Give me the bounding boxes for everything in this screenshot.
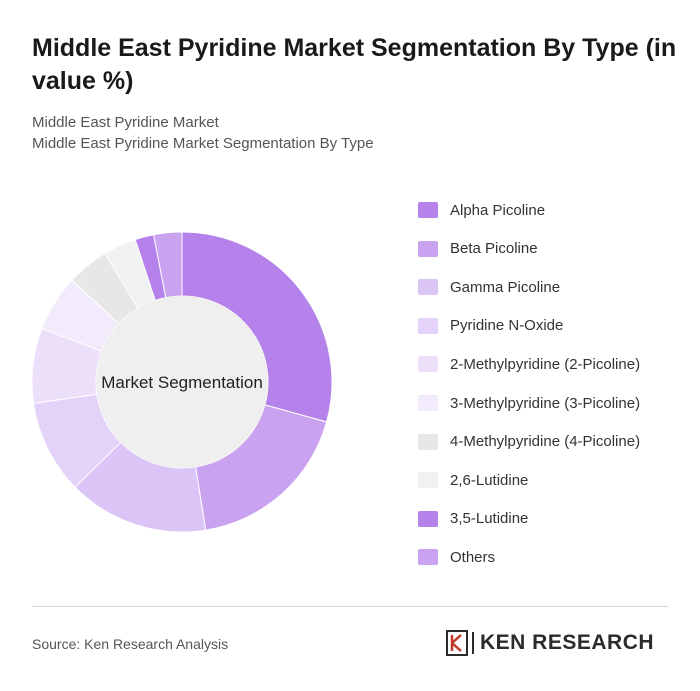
legend-item: Others [418,545,495,569]
chart-title: Middle East Pyridine Market Segmentation… [32,34,677,95]
legend-swatch [418,395,438,411]
legend-label: Gamma Picoline [450,278,561,296]
legend-swatch [418,279,438,296]
legend-swatch [418,510,438,527]
legend-label: 3-Methylpyridine (3-Picoline) [450,394,641,412]
legend-label: Pyridine N-Oxide [450,317,564,335]
legend-label: 4-Methylpyridine (4-Picoline) [450,433,641,451]
ken-logo-icon [446,630,468,656]
legend-swatch [418,472,438,489]
legend-item: 3,5-Lutidine [418,507,528,531]
legend-label: Others [450,548,496,566]
legend-swatch [418,202,438,218]
legend-item: Gamma Picoline [418,275,560,299]
legend-item: Alpha Picoline [418,198,545,222]
footer-divider [32,606,668,607]
source-note: Source: Ken Research Analysis [32,636,229,652]
legend-label: 2,6-Lutidine [450,471,529,489]
logo-text: KEN RESEARCH [480,631,655,654]
legend-item: Pyridine N-Oxide [418,314,563,338]
legend-item: 4-Methylpyridine (4-Picoline) [418,430,640,454]
legend-swatch [418,433,438,450]
legend-label: 2-Methylpyridine (2-Picoline) [450,355,641,373]
ken-research-logo: KEN RESEARCH [446,628,654,658]
donut-chart: Market Segmentation [31,231,333,533]
legend-swatch [418,356,438,373]
logo-separator [472,632,474,654]
chart-subtitle-segmentation: Middle East Pyridine Market Segmentation… [32,135,374,152]
chart-subtitle-market: Middle East Pyridine Market [32,114,219,131]
legend-item: Beta Picoline [418,237,538,261]
legend-item: 3-Methylpyridine (3-Picoline) [418,391,640,415]
legend-item: 2-Methylpyridine (2-Picoline) [418,352,640,376]
legend-swatch [418,240,438,257]
legend-item: 2,6-Lutidine [418,468,528,492]
legend-swatch [418,549,438,566]
donut-center-label: Market Segmentation [101,373,263,392]
donut-slices [31,231,333,533]
legend-label: 3,5-Lutidine [450,510,529,528]
legend-label: Beta Picoline [450,240,538,258]
legend-swatch [418,317,438,334]
donut-center [96,296,268,468]
legend-label: Alpha Picoline [450,201,546,219]
